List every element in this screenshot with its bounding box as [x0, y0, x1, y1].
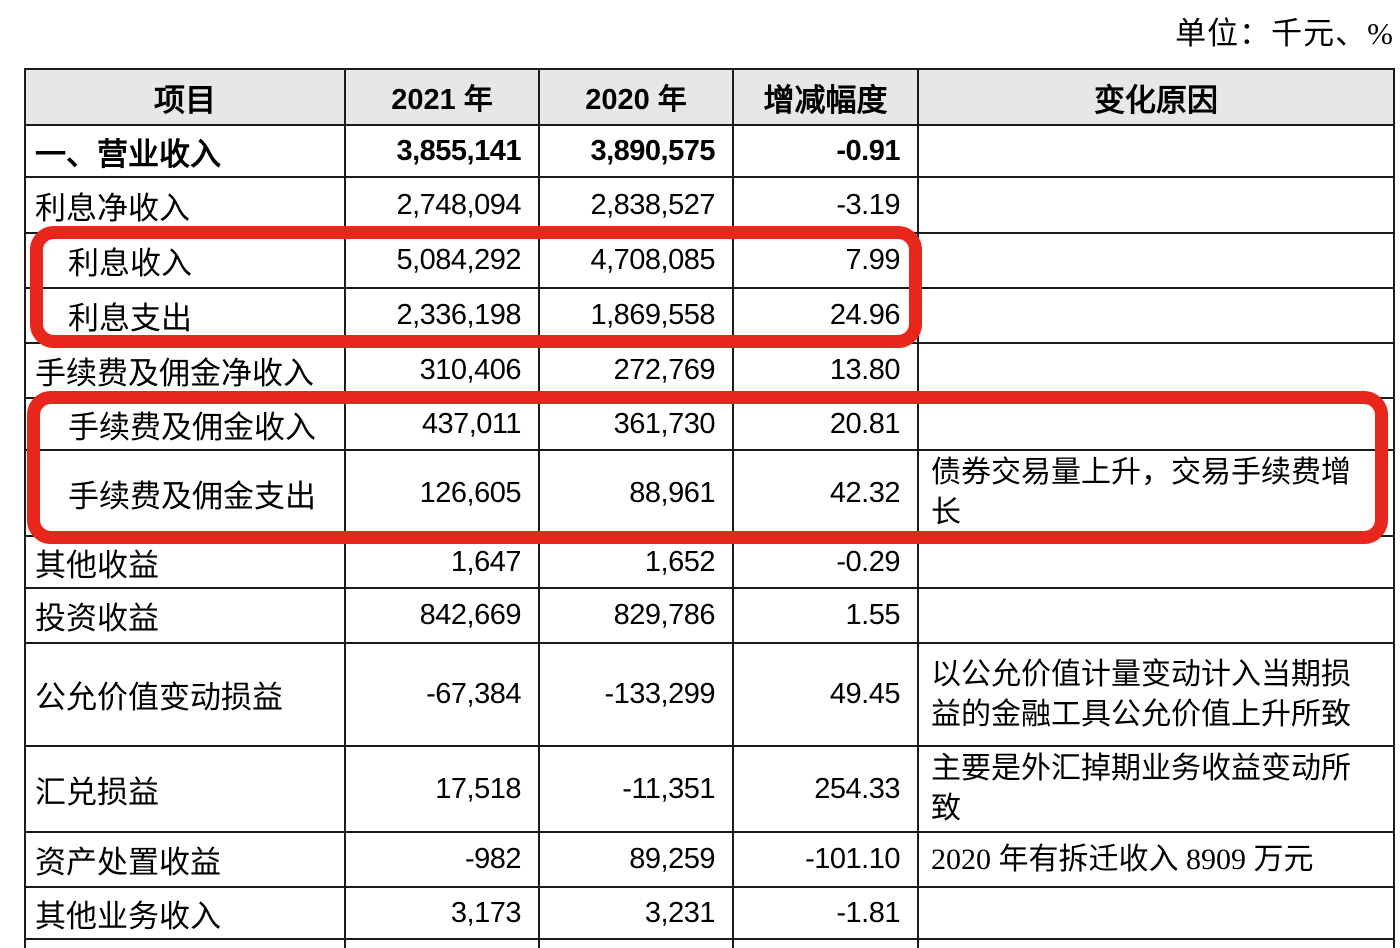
cell-reason: 以公允价值计量变动计入当期损益的金融工具公允价值上升所致 — [917, 642, 1395, 747]
cell-change-pct: -3.19 — [732, 176, 919, 234]
cell-reason — [917, 342, 1395, 399]
table-row: 汇兑损益 17,518 -11,351 254.33 主要是外汇掉期业务收益变动所致 — [24, 745, 1395, 833]
table-row: 利息收入 5,084,292 4,708,085 7.99 — [24, 232, 1395, 289]
cell-2020-value: 3,231 — [538, 886, 734, 940]
cell-2020-value: 361,730 — [538, 397, 734, 451]
cell-reason: 债券交易量上升，交易手续费增长 — [917, 449, 1395, 537]
cell-item: 一、营业收入 — [24, 124, 346, 178]
table-row: 其他收益 1,647 1,652 -0.29 — [24, 535, 1395, 589]
cell-reason — [917, 124, 1395, 178]
cell-item: 投资收益 — [24, 587, 346, 644]
cell-empty — [917, 938, 1395, 948]
header-2021: 2021 年 — [344, 68, 540, 126]
cell-change-pct: 42.32 — [732, 449, 919, 537]
cell-change-pct: 7.99 — [732, 232, 919, 289]
cell-item: 汇兑损益 — [24, 745, 346, 833]
cell-reason — [917, 886, 1395, 940]
cell-change-pct: 24.96 — [732, 287, 919, 344]
cell-2020-value: -11,351 — [538, 745, 734, 833]
cell-reason — [917, 232, 1395, 289]
cell-2020-value: 272,769 — [538, 342, 734, 399]
cell-2020-value: 89,259 — [538, 831, 734, 888]
cell-item: 其他收益 — [24, 535, 346, 589]
table-row: 手续费及佣金支出 126,605 88,961 42.32 债券交易量上升，交易手续费增… — [24, 449, 1395, 537]
cell-item: 手续费及佣金净收入 — [24, 342, 346, 399]
cell-2020-value: 2,838,527 — [538, 176, 734, 234]
cell-empty — [732, 938, 919, 948]
cell-empty — [344, 938, 540, 948]
cell-change-pct: 49.45 — [732, 642, 919, 747]
cell-change-pct: -101.10 — [732, 831, 919, 888]
cell-2021-value: 2,748,094 — [344, 176, 540, 234]
cell-item: 公允价值变动损益 — [24, 642, 346, 747]
header-change: 增减幅度 — [732, 68, 919, 126]
cell-change-pct: 254.33 — [732, 745, 919, 833]
cell-2021-value: 3,173 — [344, 886, 540, 940]
cell-2020-value: 829,786 — [538, 587, 734, 644]
cell-item: 资产处置收益 — [24, 831, 346, 888]
cell-2021-value: 310,406 — [344, 342, 540, 399]
cell-reason — [917, 287, 1395, 344]
cell-reason: 2020 年有拆迁收入 8909 万元 — [917, 831, 1395, 888]
cell-2021-value: 2,336,198 — [344, 287, 540, 344]
cell-item: 手续费及佣金收入 — [24, 397, 346, 451]
cell-item: 手续费及佣金支出 — [24, 449, 346, 537]
cell-reason — [917, 397, 1395, 451]
cell-item: 利息支出 — [24, 287, 346, 344]
financial-results-table: 项目 2021 年 2020 年 增减幅度 变化原因 一、营业收入 3,855,1… — [24, 68, 1395, 948]
cell-change-pct: -0.29 — [732, 535, 919, 589]
cell-reason — [917, 587, 1395, 644]
table-body: 一、营业收入 3,855,141 3,890,575 -0.91 利息净收入 2,748,… — [24, 124, 1395, 948]
cell-2020-value: 1,869,558 — [538, 287, 734, 344]
cell-item: 利息收入 — [24, 232, 346, 289]
cell-change-pct: -1.81 — [732, 886, 919, 940]
cell-item: 利息净收入 — [24, 176, 346, 234]
header-reason: 变化原因 — [917, 68, 1395, 126]
cell-2020-value: 4,708,085 — [538, 232, 734, 289]
cell-empty — [24, 938, 346, 948]
cell-2021-value: 3,855,141 — [344, 124, 540, 178]
table-row: 手续费及佣金收入 437,011 361,730 20.81 — [24, 397, 1395, 451]
cell-2021-value: 842,669 — [344, 587, 540, 644]
cell-2021-value: 1,647 — [344, 535, 540, 589]
cell-change-pct: 13.80 — [732, 342, 919, 399]
table-row: 公允价值变动损益 -67,384 -133,299 49.45 以公允价值计量变动计入当… — [24, 642, 1395, 747]
cell-2021-value: 17,518 — [344, 745, 540, 833]
cell-change-pct: 1.55 — [732, 587, 919, 644]
cell-empty — [538, 938, 734, 948]
unit-note: 单位：千元、% — [1175, 16, 1394, 51]
table-row: 资产处置收益 -982 89,259 -101.10 2020 年有拆迁收入 8909 … — [24, 831, 1395, 888]
cell-reason — [917, 176, 1395, 234]
cell-2020-value: 88,961 — [538, 449, 734, 537]
header-item: 项目 — [24, 68, 346, 126]
table-row: 手续费及佣金净收入 310,406 272,769 13.80 — [24, 342, 1395, 399]
header-2020: 2020 年 — [538, 68, 734, 126]
table-row: 一、营业收入 3,855,141 3,890,575 -0.91 — [24, 124, 1395, 178]
cell-2021-value: 5,084,292 — [344, 232, 540, 289]
cell-2021-value: -67,384 — [344, 642, 540, 747]
table-row: 利息净收入 2,748,094 2,838,527 -3.19 — [24, 176, 1395, 234]
cell-2020-value: 3,890,575 — [538, 124, 734, 178]
cell-2021-value: -982 — [344, 831, 540, 888]
table-row: 投资收益 842,669 829,786 1.55 — [24, 587, 1395, 644]
cell-item: 其他业务收入 — [24, 886, 346, 940]
cell-2020-value: -133,299 — [538, 642, 734, 747]
cell-2021-value: 126,605 — [344, 449, 540, 537]
table-header: 项目 2021 年 2020 年 增减幅度 变化原因 — [24, 68, 1395, 126]
cell-change-pct: 20.81 — [732, 397, 919, 451]
table-row: 利息支出 2,336,198 1,869,558 24.96 — [24, 287, 1395, 344]
cell-2020-value: 1,652 — [538, 535, 734, 589]
cell-2021-value: 437,011 — [344, 397, 540, 451]
cell-reason — [917, 535, 1395, 589]
header-row: 项目 2021 年 2020 年 增减幅度 变化原因 — [24, 68, 1395, 126]
table-row-partial — [24, 938, 1395, 948]
table-row: 其他业务收入 3,173 3,231 -1.81 — [24, 886, 1395, 940]
cell-change-pct: -0.91 — [732, 124, 919, 178]
cell-reason: 主要是外汇掉期业务收益变动所致 — [917, 745, 1395, 833]
